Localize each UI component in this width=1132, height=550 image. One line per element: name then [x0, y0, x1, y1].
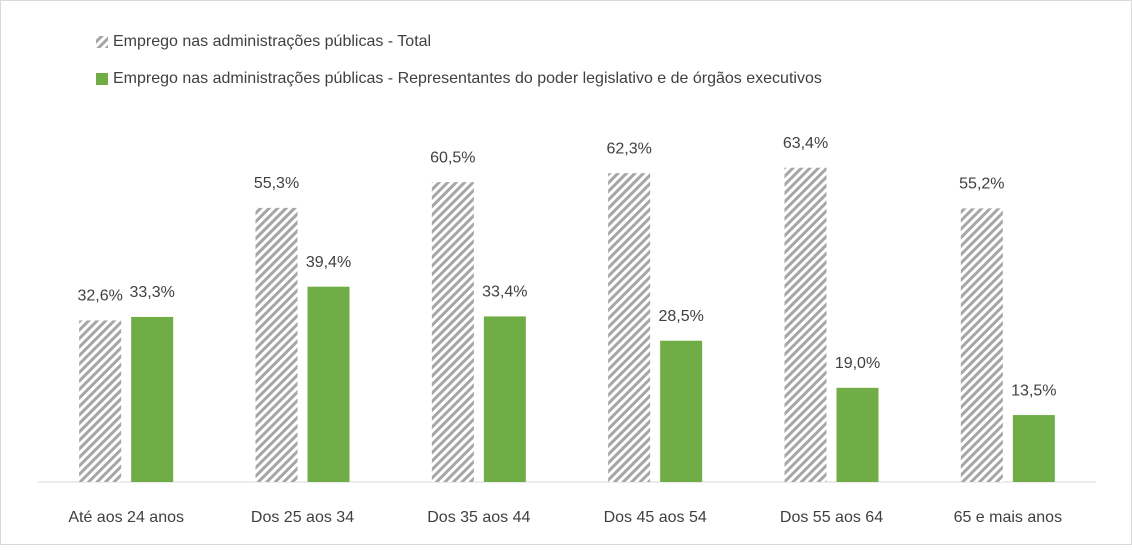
legend-label: Emprego nas administrações públicas - To… [113, 33, 431, 50]
x-tick-label: Dos 35 aos 44 [427, 509, 530, 526]
data-label: 28,5% [658, 308, 703, 325]
x-tick-label: Dos 25 aos 34 [251, 509, 354, 526]
bar [660, 340, 703, 482]
data-label: 55,3% [254, 175, 299, 192]
data-label: 32,6% [77, 288, 122, 305]
bar [608, 173, 651, 483]
data-label: 39,4% [306, 254, 351, 271]
bar [131, 316, 174, 482]
bar [784, 167, 827, 482]
bar [1012, 415, 1055, 482]
bar [255, 207, 298, 482]
bar [836, 387, 879, 482]
x-tick-label: Dos 45 aos 54 [604, 509, 707, 526]
legend-swatch [96, 36, 108, 48]
x-tick-label: Até aos 24 anos [68, 509, 184, 526]
bar [960, 208, 1003, 482]
data-label: 19,0% [835, 355, 880, 372]
data-label: 55,2% [959, 176, 1004, 193]
legend-swatch [96, 73, 108, 85]
x-tick-label: Dos 55 aos 64 [780, 509, 883, 526]
bar [431, 182, 474, 483]
bar [79, 320, 122, 482]
x-tick-label: 65 e mais anos [954, 509, 1063, 526]
bar [307, 286, 350, 482]
data-label: 60,5% [430, 149, 475, 166]
data-label: 33,3% [129, 284, 174, 301]
data-label: 63,4% [783, 135, 828, 152]
data-label: 62,3% [606, 140, 651, 157]
data-label: 13,5% [1011, 382, 1056, 399]
bar [483, 316, 526, 482]
legend-label: Emprego nas administrações públicas - Re… [113, 70, 822, 87]
data-label: 33,4% [482, 284, 527, 301]
